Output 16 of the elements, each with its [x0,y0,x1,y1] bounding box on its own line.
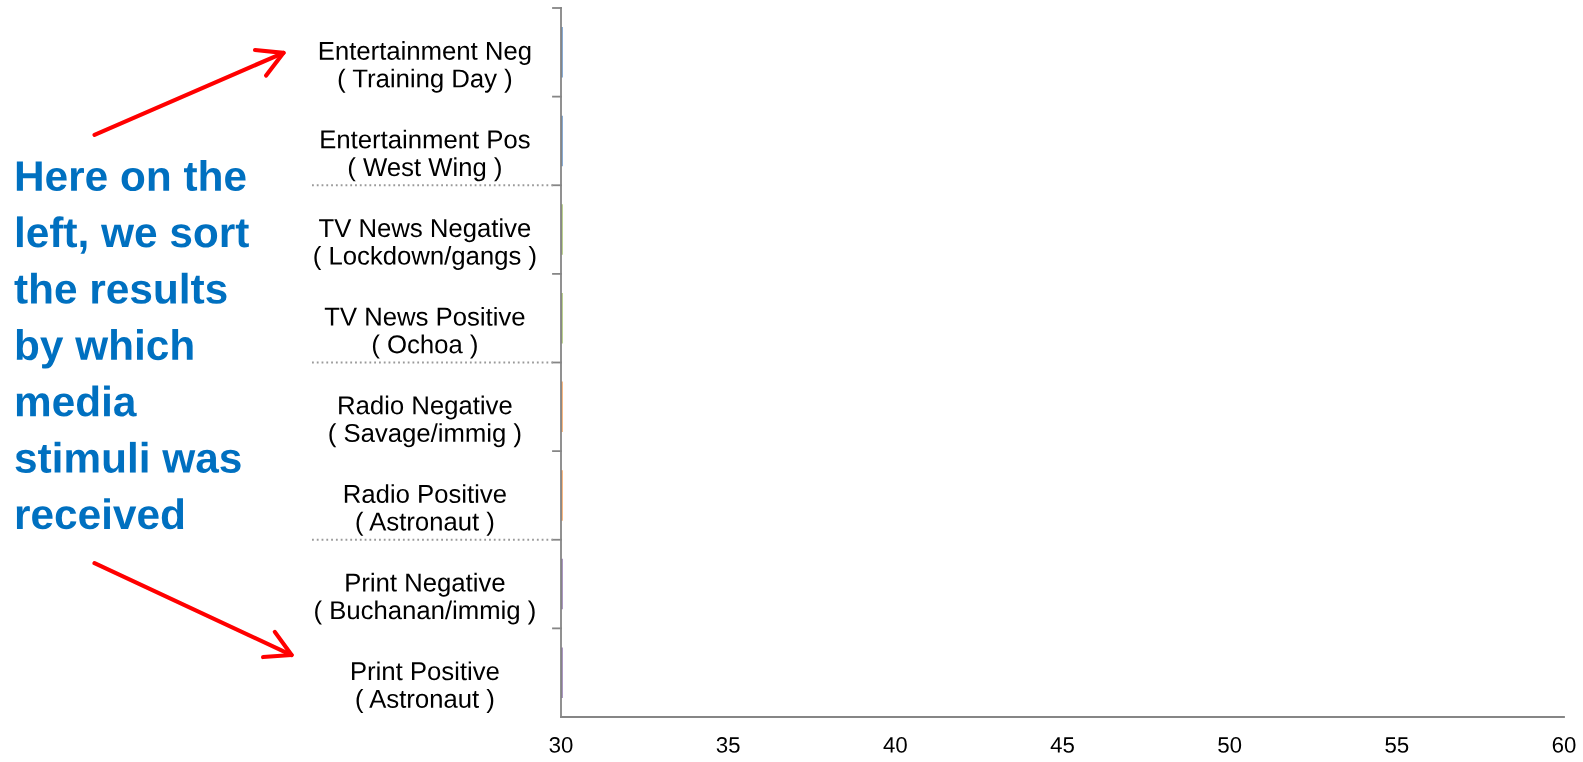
y-tick-label: Entertainment Neg ( Training Day ) [319,41,531,93]
y-tick-label: Entertainment Pos ( West Wing ) [321,129,530,182]
y-tick-label: Print Negative ( Buchanan/immig ) [315,572,535,625]
y-tick-label: Radio Positive ( Astronaut ) [344,484,506,536]
x-tick-label: 60 [1552,737,1576,753]
y-tick-label: TV News Negative ( Lockdown/gangs ) [314,218,536,270]
y-tick-label: Print Positive ( Astronaut ) [352,661,499,714]
x-tick-label: 50 [1218,737,1242,753]
text: Here on the left, we sort the results by which media stimuli was received [14,160,249,530]
x-tick-label: 40 [883,737,907,753]
x-tick-label: 35 [716,737,740,753]
x-tick-label: 55 [1385,737,1409,753]
x-tick-label: 45 [1050,737,1074,753]
y-tick-label: Radio Negative ( Savage/immig ) [329,395,521,448]
x-tick-label: 30 [549,737,573,753]
y-tick-label: TV News Positive ( Ochoa ) [324,306,525,359]
